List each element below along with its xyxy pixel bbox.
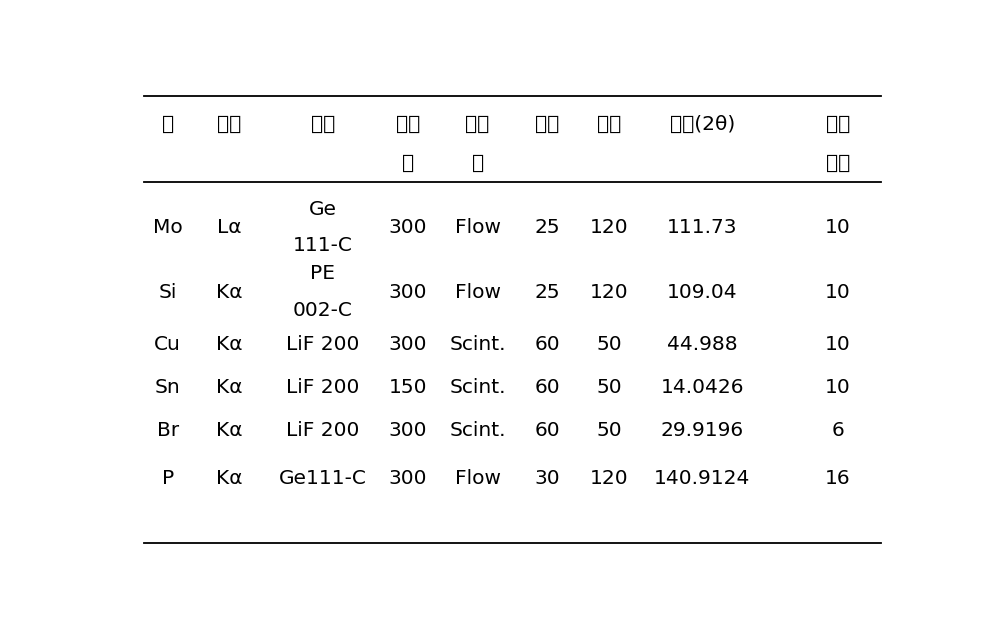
- Text: 60: 60: [535, 335, 560, 354]
- Text: 300: 300: [389, 421, 427, 440]
- Text: 29.9196: 29.9196: [661, 421, 744, 440]
- Text: Kα: Kα: [216, 378, 243, 397]
- Text: 10: 10: [825, 283, 851, 302]
- Text: 16: 16: [825, 469, 851, 488]
- Text: 50: 50: [597, 378, 622, 397]
- Text: 002-C: 002-C: [293, 301, 353, 320]
- Text: Sn: Sn: [155, 378, 180, 397]
- Text: Ge: Ge: [309, 200, 337, 219]
- Text: 300: 300: [389, 335, 427, 354]
- Text: 109.04: 109.04: [667, 283, 738, 302]
- Text: LiF 200: LiF 200: [286, 421, 359, 440]
- Text: 器: 器: [402, 153, 414, 173]
- Text: 111.73: 111.73: [667, 218, 738, 237]
- Text: 120: 120: [590, 283, 629, 302]
- Text: Br: Br: [157, 421, 179, 440]
- Text: 测定: 测定: [826, 116, 850, 134]
- Text: 30: 30: [535, 469, 560, 488]
- Text: 60: 60: [535, 378, 560, 397]
- Text: LiF 200: LiF 200: [286, 378, 359, 397]
- Text: 探测: 探测: [466, 116, 490, 134]
- Text: LiF 200: LiF 200: [286, 335, 359, 354]
- Text: Flow: Flow: [455, 283, 501, 302]
- Text: 14.0426: 14.0426: [661, 378, 744, 397]
- Text: 10: 10: [825, 218, 851, 237]
- Text: Mo: Mo: [153, 218, 182, 237]
- Text: PE: PE: [310, 265, 335, 283]
- Text: Kα: Kα: [216, 469, 243, 488]
- Text: 300: 300: [389, 283, 427, 302]
- Text: 峰位(2θ): 峰位(2θ): [670, 116, 735, 134]
- Text: 50: 50: [597, 421, 622, 440]
- Text: Si: Si: [158, 283, 177, 302]
- Text: Lα: Lα: [217, 218, 242, 237]
- Text: 140.9124: 140.9124: [654, 469, 751, 488]
- Text: 10: 10: [825, 335, 851, 354]
- Text: 电压: 电压: [535, 116, 560, 134]
- Text: 谱线: 谱线: [218, 116, 242, 134]
- Text: 电流: 电流: [597, 116, 622, 134]
- Text: Cu: Cu: [154, 335, 181, 354]
- Text: 120: 120: [590, 469, 629, 488]
- Text: 300: 300: [389, 218, 427, 237]
- Text: Scint.: Scint.: [449, 335, 506, 354]
- Text: 50: 50: [597, 335, 622, 354]
- Text: 44.988: 44.988: [667, 335, 738, 354]
- Text: 器: 器: [472, 153, 484, 173]
- Text: 150: 150: [389, 378, 427, 397]
- Text: 300: 300: [389, 469, 427, 488]
- Text: Kα: Kα: [216, 335, 243, 354]
- Text: 晶体: 晶体: [310, 116, 335, 134]
- Text: Kα: Kα: [216, 283, 243, 302]
- Text: Flow: Flow: [455, 218, 501, 237]
- Text: 10: 10: [825, 378, 851, 397]
- Text: Ge111-C: Ge111-C: [279, 469, 367, 488]
- Text: Kα: Kα: [216, 421, 243, 440]
- Text: Scint.: Scint.: [449, 421, 506, 440]
- Text: 25: 25: [535, 218, 560, 237]
- Text: Scint.: Scint.: [449, 378, 506, 397]
- Text: 60: 60: [535, 421, 560, 440]
- Text: 25: 25: [535, 283, 560, 302]
- Text: 6: 6: [832, 421, 844, 440]
- Text: 时间: 时间: [826, 153, 850, 173]
- Text: 准直: 准直: [396, 116, 420, 134]
- Text: 120: 120: [590, 218, 629, 237]
- Text: 111-C: 111-C: [293, 236, 353, 255]
- Text: 道: 道: [162, 116, 174, 134]
- Text: Flow: Flow: [455, 469, 501, 488]
- Text: P: P: [162, 469, 174, 488]
